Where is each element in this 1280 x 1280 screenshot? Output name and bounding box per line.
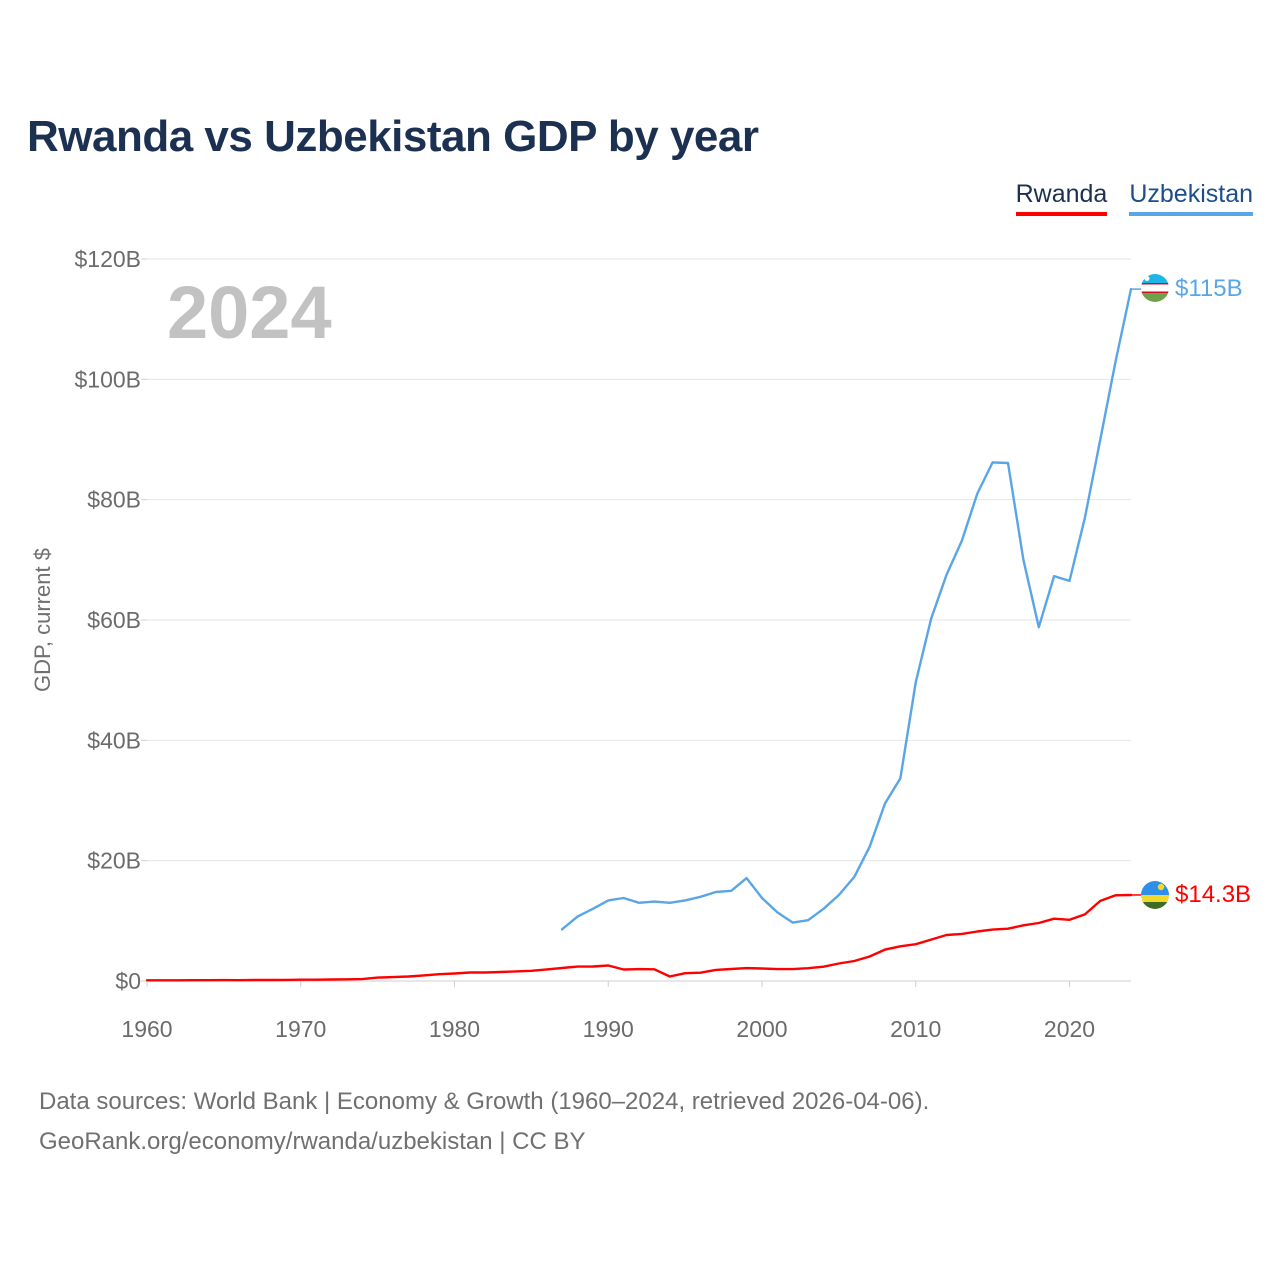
chart-title: Rwanda vs Uzbekistan GDP by year [27,112,759,161]
footer: Data sources: World Bank | Economy & Gro… [39,1082,929,1162]
rwanda-end-label: $14.3B [1175,881,1251,908]
y-axis-label: GDP, current $ [30,548,55,692]
series [145,287,1141,982]
x-tick-label: 2010 [890,1016,941,1042]
legend-item-uzbekistan[interactable]: Uzbekistan [1129,180,1253,216]
y-tick-label: $120B [74,246,141,272]
y-tick-label: $20B [87,848,141,874]
series-line-uzbekistan [560,287,1133,931]
legend: Rwanda Uzbekistan [1015,180,1253,216]
data-source-note: Data sources: World Bank | Economy & Gro… [39,1088,930,1115]
x-tick-label: 1970 [275,1016,326,1042]
x-tick-label: 1990 [583,1016,634,1042]
x-tick-label: 2020 [1044,1016,1095,1042]
series-line-rwanda [145,893,1133,982]
grid-lines [147,258,1131,982]
x-tick-label: 2000 [736,1016,787,1042]
rwanda-flag-icon [1141,881,1169,909]
uzbekistan-end-label: $115B [1175,275,1243,302]
legend-item-rwanda[interactable]: Rwanda [1015,180,1108,216]
y-tick-label: $100B [74,366,141,392]
uzbekistan-flag-icon [1141,274,1169,302]
x-tick-label: 1980 [429,1016,480,1042]
x-tick-label: 1960 [121,1016,172,1042]
y-tick-label: $40B [87,727,141,753]
y-tick-label: $60B [87,607,141,633]
source-link[interactable]: GeoRank.org/economy/rwanda/uzbekistan | … [39,1128,586,1155]
axes: $0 $20B $40B $60B $80B $100B $120B 1960 1970 1980… [74,246,1095,1042]
year-watermark: 2024 [167,271,332,354]
y-tick-label: $80B [87,487,141,513]
y-tick-label: $0 [115,968,141,994]
